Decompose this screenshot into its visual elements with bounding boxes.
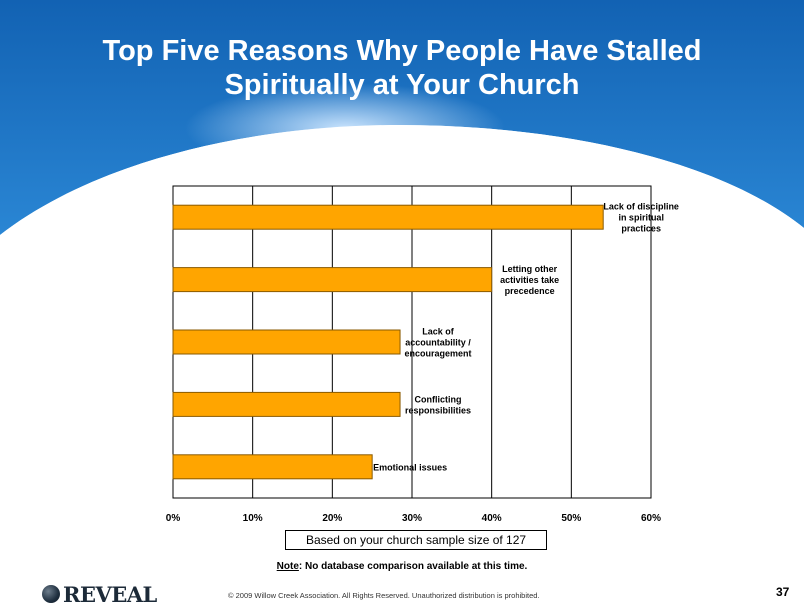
x-tick-label-5: 50% [561, 513, 581, 524]
bar-label-1-line-2: precedence [505, 286, 555, 296]
copyright-text: © 2009 Willow Creek Association. All Rig… [228, 591, 540, 600]
bar-label-1-line-0: Letting other [502, 264, 557, 274]
title-line-2: Spiritually at Your Church [224, 69, 580, 101]
x-tick-label-4: 40% [482, 513, 502, 524]
x-tick-label-0: 0% [166, 513, 181, 524]
bar-3 [172, 391, 401, 417]
logo-text: REVEAL [63, 581, 157, 607]
bar-label-0-line-2: practices [621, 224, 661, 234]
x-tick-label-2: 20% [322, 513, 342, 524]
bar-label-3-line-0: Conflicting [415, 394, 462, 404]
slide-title: Top Five Reasons Why People Have Stalled… [0, 34, 804, 102]
bar-label-2-line-0: Lack of [422, 327, 455, 337]
bar-label-2-line-1: accountability / [405, 338, 471, 348]
sample-size-box: Based on your church sample size of 127 [285, 530, 547, 550]
bar-4 [172, 454, 373, 480]
bar-label-0-line-0: Lack of discipline [603, 202, 679, 212]
x-tick-label-1: 10% [243, 513, 263, 524]
bar-label-0-line-1: in spiritual [618, 213, 664, 223]
bar-label-4-line-0: Emotional issues [373, 462, 447, 472]
sample-size-text: Based on your church sample size of 127 [305, 533, 527, 547]
logo-globe-icon [42, 585, 60, 603]
title-line-1: Top Five Reasons Why People Have Stalled [102, 35, 702, 67]
bar-label-1-line-1: activities take [500, 275, 559, 285]
x-tick-label-3: 30% [402, 513, 422, 524]
bar-0 [172, 204, 604, 230]
x-tick-label-6: 60% [641, 513, 661, 524]
reveal-logo: REVEAL [42, 580, 157, 608]
note-line: Note: No database comparison available a… [0, 561, 804, 572]
bar-label-3-line-1: responsibilities [405, 405, 471, 415]
bar-2 [172, 329, 401, 355]
note-label: Note [276, 561, 299, 572]
bar-1 [172, 267, 493, 293]
page-number: 37 [776, 585, 790, 599]
bar-label-2-line-2: encouragement [405, 349, 472, 359]
note-text: : No database comparison available at th… [298, 561, 528, 572]
